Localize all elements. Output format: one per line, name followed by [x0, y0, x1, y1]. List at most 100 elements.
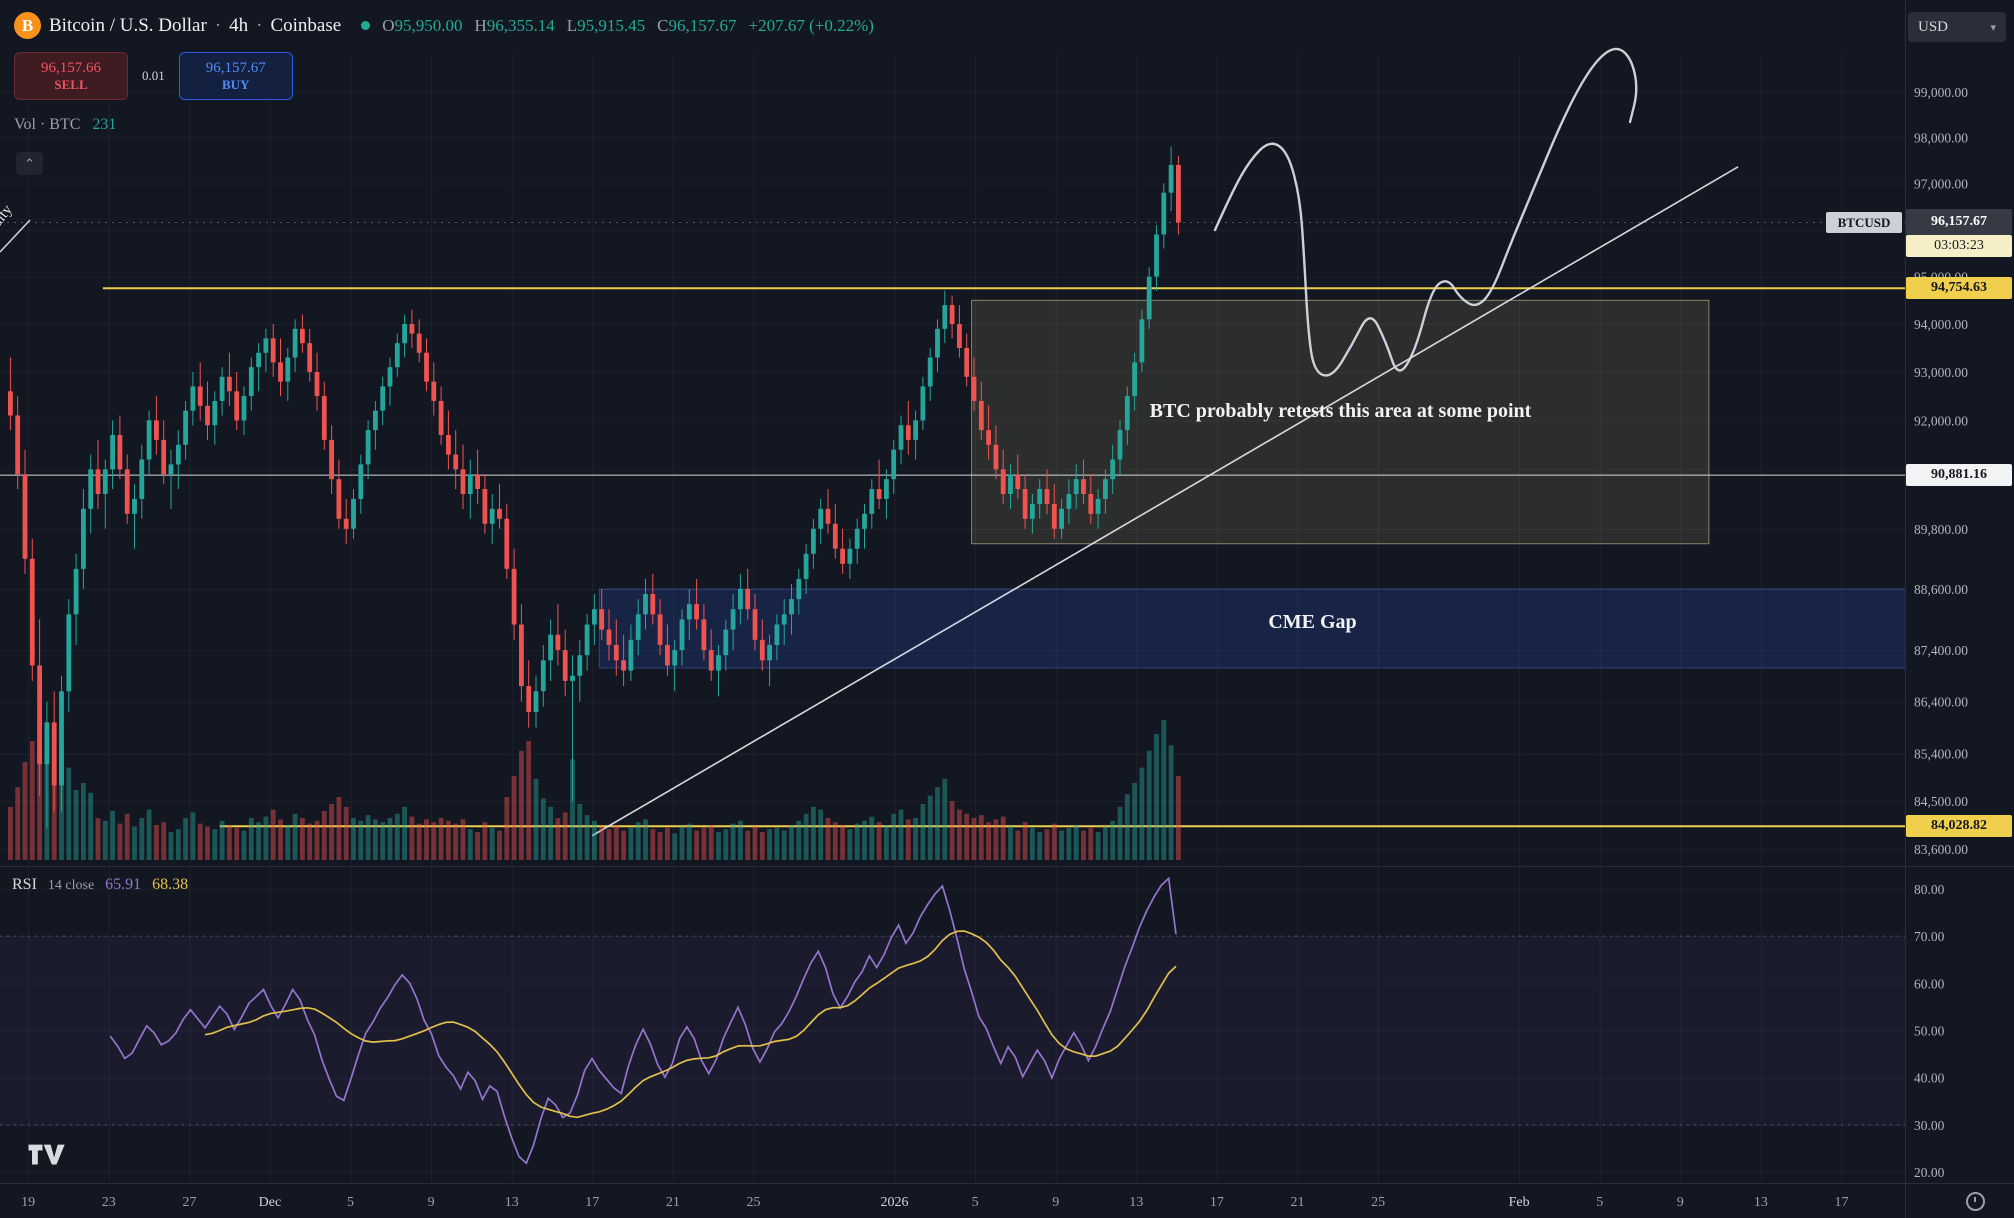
volume-bar [1132, 783, 1137, 860]
volume-bar [738, 820, 743, 860]
volume-bar [752, 826, 758, 860]
candle-body [1066, 493, 1072, 509]
candle-body [270, 338, 276, 363]
volume-bar [248, 818, 254, 860]
price-level-label-lower[interactable]: 84,028.82 [1906, 815, 2012, 837]
candle-body [1044, 489, 1050, 504]
volume-bar [124, 813, 130, 860]
candle-body [672, 650, 678, 666]
volume-bar [504, 797, 510, 860]
symbol-title[interactable]: Bitcoin / U.S. Dollar [49, 14, 207, 36]
candle-body [716, 655, 721, 671]
candle-body [723, 629, 729, 656]
candle-body [519, 624, 524, 687]
timezone-clock-icon[interactable] [1966, 1192, 1985, 1211]
candle-body [227, 376, 232, 392]
volume-bar [986, 822, 991, 860]
volume-bar [577, 804, 583, 860]
candle-body [686, 604, 692, 620]
candle-body [1146, 276, 1152, 320]
candle-body [197, 386, 203, 406]
tradingview-logo[interactable] [20, 1140, 72, 1168]
volume-bar [438, 818, 444, 860]
candle-body [548, 634, 553, 661]
chevron-down-icon: ▾ [1990, 21, 1996, 34]
interval-button[interactable]: 4h [229, 14, 249, 36]
volume-bar [519, 750, 524, 860]
volume-bar [161, 822, 167, 860]
time-tick-label: 9 [1677, 1195, 1684, 1210]
candle-body [416, 333, 422, 353]
volume-bar [1168, 745, 1174, 860]
volume-bar [745, 830, 751, 860]
volume-bar [314, 820, 320, 860]
volume-bar [1161, 720, 1167, 860]
candle-body [285, 357, 291, 382]
candle-body [752, 609, 758, 640]
sell-price: 96,157.66 [41, 60, 101, 77]
volume-bar [146, 809, 152, 860]
volume-bar [1154, 734, 1159, 860]
candle-body [957, 324, 962, 348]
candle-body [606, 629, 612, 645]
volume-bar [1051, 823, 1057, 860]
candle-body [343, 518, 349, 529]
candle-body [533, 691, 539, 712]
candle-body [263, 338, 269, 353]
candle-body [467, 474, 473, 494]
volume-bar [905, 819, 911, 860]
volume-bar [1073, 825, 1079, 860]
buy-label: BUY [222, 77, 250, 93]
time-tick-label: 13 [505, 1195, 519, 1210]
chevron-up-icon: ⌃ [24, 155, 35, 171]
ohlc-values: O95,950.00 H96,355.14 L95,915.45 C96,157… [382, 16, 874, 36]
liquidity-line-fragment[interactable] [0, 219, 31, 253]
retest-box[interactable] [971, 299, 1710, 545]
volume-bar [307, 823, 313, 860]
freehand-projection-drawing[interactable] [1213, 47, 1638, 377]
rsi-title[interactable]: RSI [12, 876, 37, 893]
candle-body [511, 568, 517, 625]
price-tick-label: 93,000.00 [1914, 365, 1968, 380]
buy-button[interactable]: 96,157.67 BUY [178, 52, 293, 100]
cme-gap-box[interactable] [598, 588, 1906, 669]
time-tick-label: Feb [1509, 1195, 1530, 1210]
candle-body [862, 513, 867, 529]
volume-bar [190, 812, 196, 860]
collapse-legend-button[interactable]: ⌃ [16, 152, 43, 175]
candle-body [1008, 474, 1013, 494]
open-label: O [382, 15, 395, 35]
candle-body [44, 722, 50, 765]
candle-body [971, 376, 977, 401]
price-level-label-mid[interactable]: 90,881.16 [1906, 464, 2012, 486]
candle-body [1081, 479, 1086, 494]
volume-bar [993, 819, 999, 860]
candle-body [876, 489, 882, 499]
candle-body [329, 439, 334, 480]
candle-body [300, 328, 305, 344]
candle-body [241, 396, 247, 421]
close-label: C [657, 15, 669, 35]
rsi-tick-label: 60.00 [1914, 976, 1945, 991]
volume-bar [650, 829, 656, 860]
candle-body [256, 352, 261, 368]
candle-body [183, 410, 188, 445]
volume-bar [1000, 816, 1006, 860]
volume-bar [365, 815, 371, 860]
candle-body [540, 660, 546, 692]
volume-bar [197, 823, 203, 860]
price-axis[interactable] [1905, 0, 2014, 1183]
price-tick-label: 94,000.00 [1914, 317, 1968, 332]
volume-bar [978, 815, 984, 860]
volume-bar [643, 819, 648, 860]
sell-button[interactable]: 96,157.66 SELL [14, 52, 128, 100]
time-axis[interactable] [0, 1183, 2014, 1218]
change-value: +207.67 (+0.22%) [748, 15, 874, 35]
price-level-label-upper[interactable]: 94,754.63 [1906, 277, 2012, 299]
currency-selector[interactable]: USD ▾ [1908, 12, 2006, 42]
ascending-trendline[interactable] [591, 166, 1739, 837]
candle-body [847, 548, 853, 564]
volume-bar [387, 818, 393, 860]
